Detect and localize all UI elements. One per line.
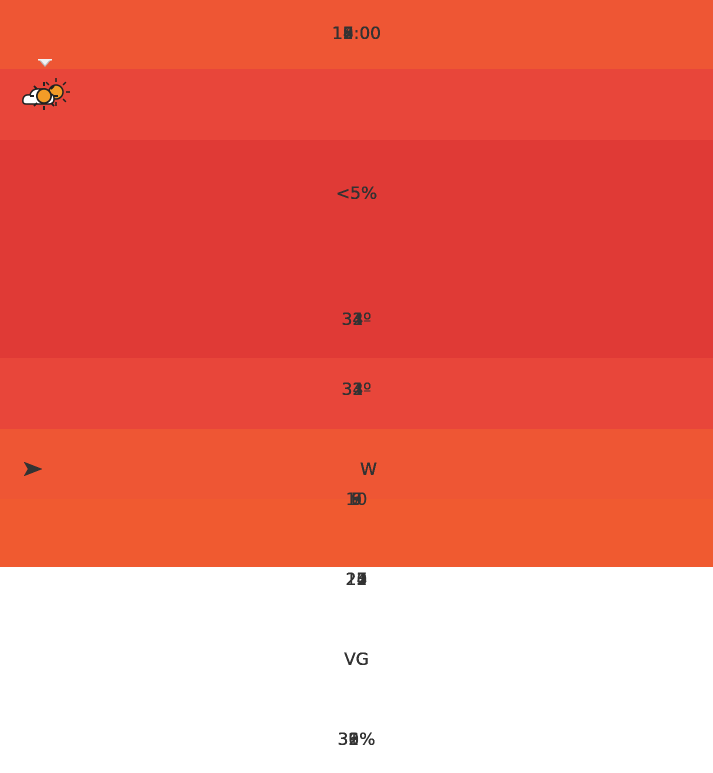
temperature: 32º bbox=[341, 310, 372, 330]
precipitation: <5% bbox=[335, 184, 378, 204]
wind-gust: 22 bbox=[345, 570, 368, 590]
temperature-band bbox=[0, 429, 713, 499]
temperature: 33º bbox=[341, 310, 372, 330]
visibility: VG bbox=[344, 650, 369, 670]
wind-gust: 23 bbox=[345, 570, 368, 590]
wind-speed: 8 bbox=[351, 490, 362, 510]
visibility: VG bbox=[344, 650, 369, 670]
wind-direction: W bbox=[360, 460, 377, 480]
humidity: 33% bbox=[337, 730, 376, 750]
wind-gust: 20 bbox=[345, 570, 368, 590]
feels-like: 32º bbox=[341, 380, 372, 400]
temperature-band bbox=[0, 0, 713, 69]
time-label: 17:00 bbox=[332, 24, 381, 44]
forecast-column: 17:00 <5% 33º 32º W 10 24 VG 32% bbox=[0, 24, 713, 750]
forecast-column: 16:00 <5% 34º 33º W 9 23 VG 32% bbox=[0, 24, 713, 750]
wind-speed: 9 bbox=[351, 490, 362, 510]
temperature: 34º bbox=[341, 310, 372, 330]
visibility: VG bbox=[344, 650, 369, 670]
header-notch bbox=[38, 59, 52, 67]
wind-direction: W bbox=[360, 460, 377, 480]
visibility: VG bbox=[344, 650, 369, 670]
time-label: 16:00 bbox=[332, 24, 381, 44]
temperature-band bbox=[0, 285, 713, 358]
temperature-band bbox=[0, 499, 713, 567]
forecast-column: 13:00 <5% 33º 33º W 7 20 VG 32% bbox=[0, 24, 713, 750]
temperature-band bbox=[0, 140, 713, 213]
wind-speed: 10 bbox=[345, 490, 368, 510]
precipitation: <5% bbox=[335, 184, 378, 204]
wind-direction: W bbox=[360, 460, 377, 480]
wind-speed: 9 bbox=[351, 490, 362, 510]
forecast-column: 14:00 <5% 34º 34º W 8 22 VG 30% bbox=[0, 24, 713, 750]
feels-like: 33º bbox=[341, 380, 372, 400]
humidity: 39% bbox=[337, 730, 376, 750]
wind-direction: W bbox=[360, 460, 377, 480]
temperature: 33º bbox=[341, 310, 372, 330]
precipitation: <5% bbox=[335, 184, 378, 204]
wind-speed: 6 bbox=[351, 490, 362, 510]
humidity: 32% bbox=[337, 730, 376, 750]
temperature: 31º bbox=[341, 310, 372, 330]
visibility: VG bbox=[344, 650, 369, 670]
time-label: 13:00 bbox=[332, 24, 381, 44]
humidity: 36% bbox=[337, 730, 376, 750]
visibility: VG bbox=[344, 650, 369, 670]
wind-speed: 7 bbox=[351, 490, 362, 510]
temperature: 34º bbox=[341, 310, 372, 330]
humidity: 31% bbox=[337, 730, 376, 750]
temperature: 34º bbox=[341, 310, 372, 330]
wind-gust: 23 bbox=[345, 570, 368, 590]
humidity: 32% bbox=[337, 730, 376, 750]
wind-direction: W bbox=[360, 460, 377, 480]
time-label: 19:00 bbox=[332, 24, 381, 44]
temperature: 32º bbox=[341, 310, 372, 330]
wind-speed: 9 bbox=[351, 490, 362, 510]
wind-arrow bbox=[24, 462, 42, 476]
time-label: 15:00 bbox=[332, 24, 381, 44]
wind-direction: W bbox=[360, 460, 377, 480]
wind-gust: 17 bbox=[345, 570, 368, 590]
wind-direction: W bbox=[360, 460, 377, 480]
weather-icon bbox=[30, 82, 58, 110]
feels-like: 32º bbox=[341, 380, 372, 400]
precipitation: <5% bbox=[335, 184, 378, 204]
wind-gust: 21 bbox=[345, 570, 368, 590]
forecast-column: 18:00 <5% 32º 32º W 10 23 VG 36% bbox=[0, 24, 713, 750]
precipitation: <5% bbox=[335, 184, 378, 204]
forecast-column: 19:00 <5% 31º 31º W 9 21 VG 39% bbox=[0, 24, 713, 750]
time-label: 12:00 bbox=[332, 24, 381, 44]
wind-direction: W bbox=[360, 460, 377, 480]
forecast-column: 15:00 <5% 34º 33º W 9 23 VG 31% bbox=[0, 24, 713, 750]
visibility: VG bbox=[344, 650, 369, 670]
feels-like: 33º bbox=[341, 380, 372, 400]
feels-like: 33º bbox=[341, 380, 372, 400]
precipitation: <5% bbox=[335, 184, 378, 204]
feels-like: 32º bbox=[341, 380, 372, 400]
humidity: 32% bbox=[337, 730, 376, 750]
wind-gust: 24 bbox=[345, 570, 368, 590]
precipitation: <5% bbox=[335, 184, 378, 204]
time-label: 14:00 bbox=[332, 24, 381, 44]
wind-gust: 23 bbox=[345, 570, 368, 590]
temperature-band bbox=[0, 358, 713, 429]
humidity: 30% bbox=[337, 730, 376, 750]
feels-like: 31º bbox=[341, 380, 372, 400]
forecast-column: 12:00 <5% 32º 32º W 6 17 VG 33% bbox=[0, 0, 713, 750]
time-label: 18:00 bbox=[332, 24, 381, 44]
temperature-band bbox=[0, 69, 713, 140]
visibility: VG bbox=[344, 650, 369, 670]
feels-like: 34º bbox=[341, 380, 372, 400]
precipitation: <5% bbox=[335, 184, 378, 204]
wind-speed: 10 bbox=[345, 490, 368, 510]
temperature-band bbox=[0, 213, 713, 285]
